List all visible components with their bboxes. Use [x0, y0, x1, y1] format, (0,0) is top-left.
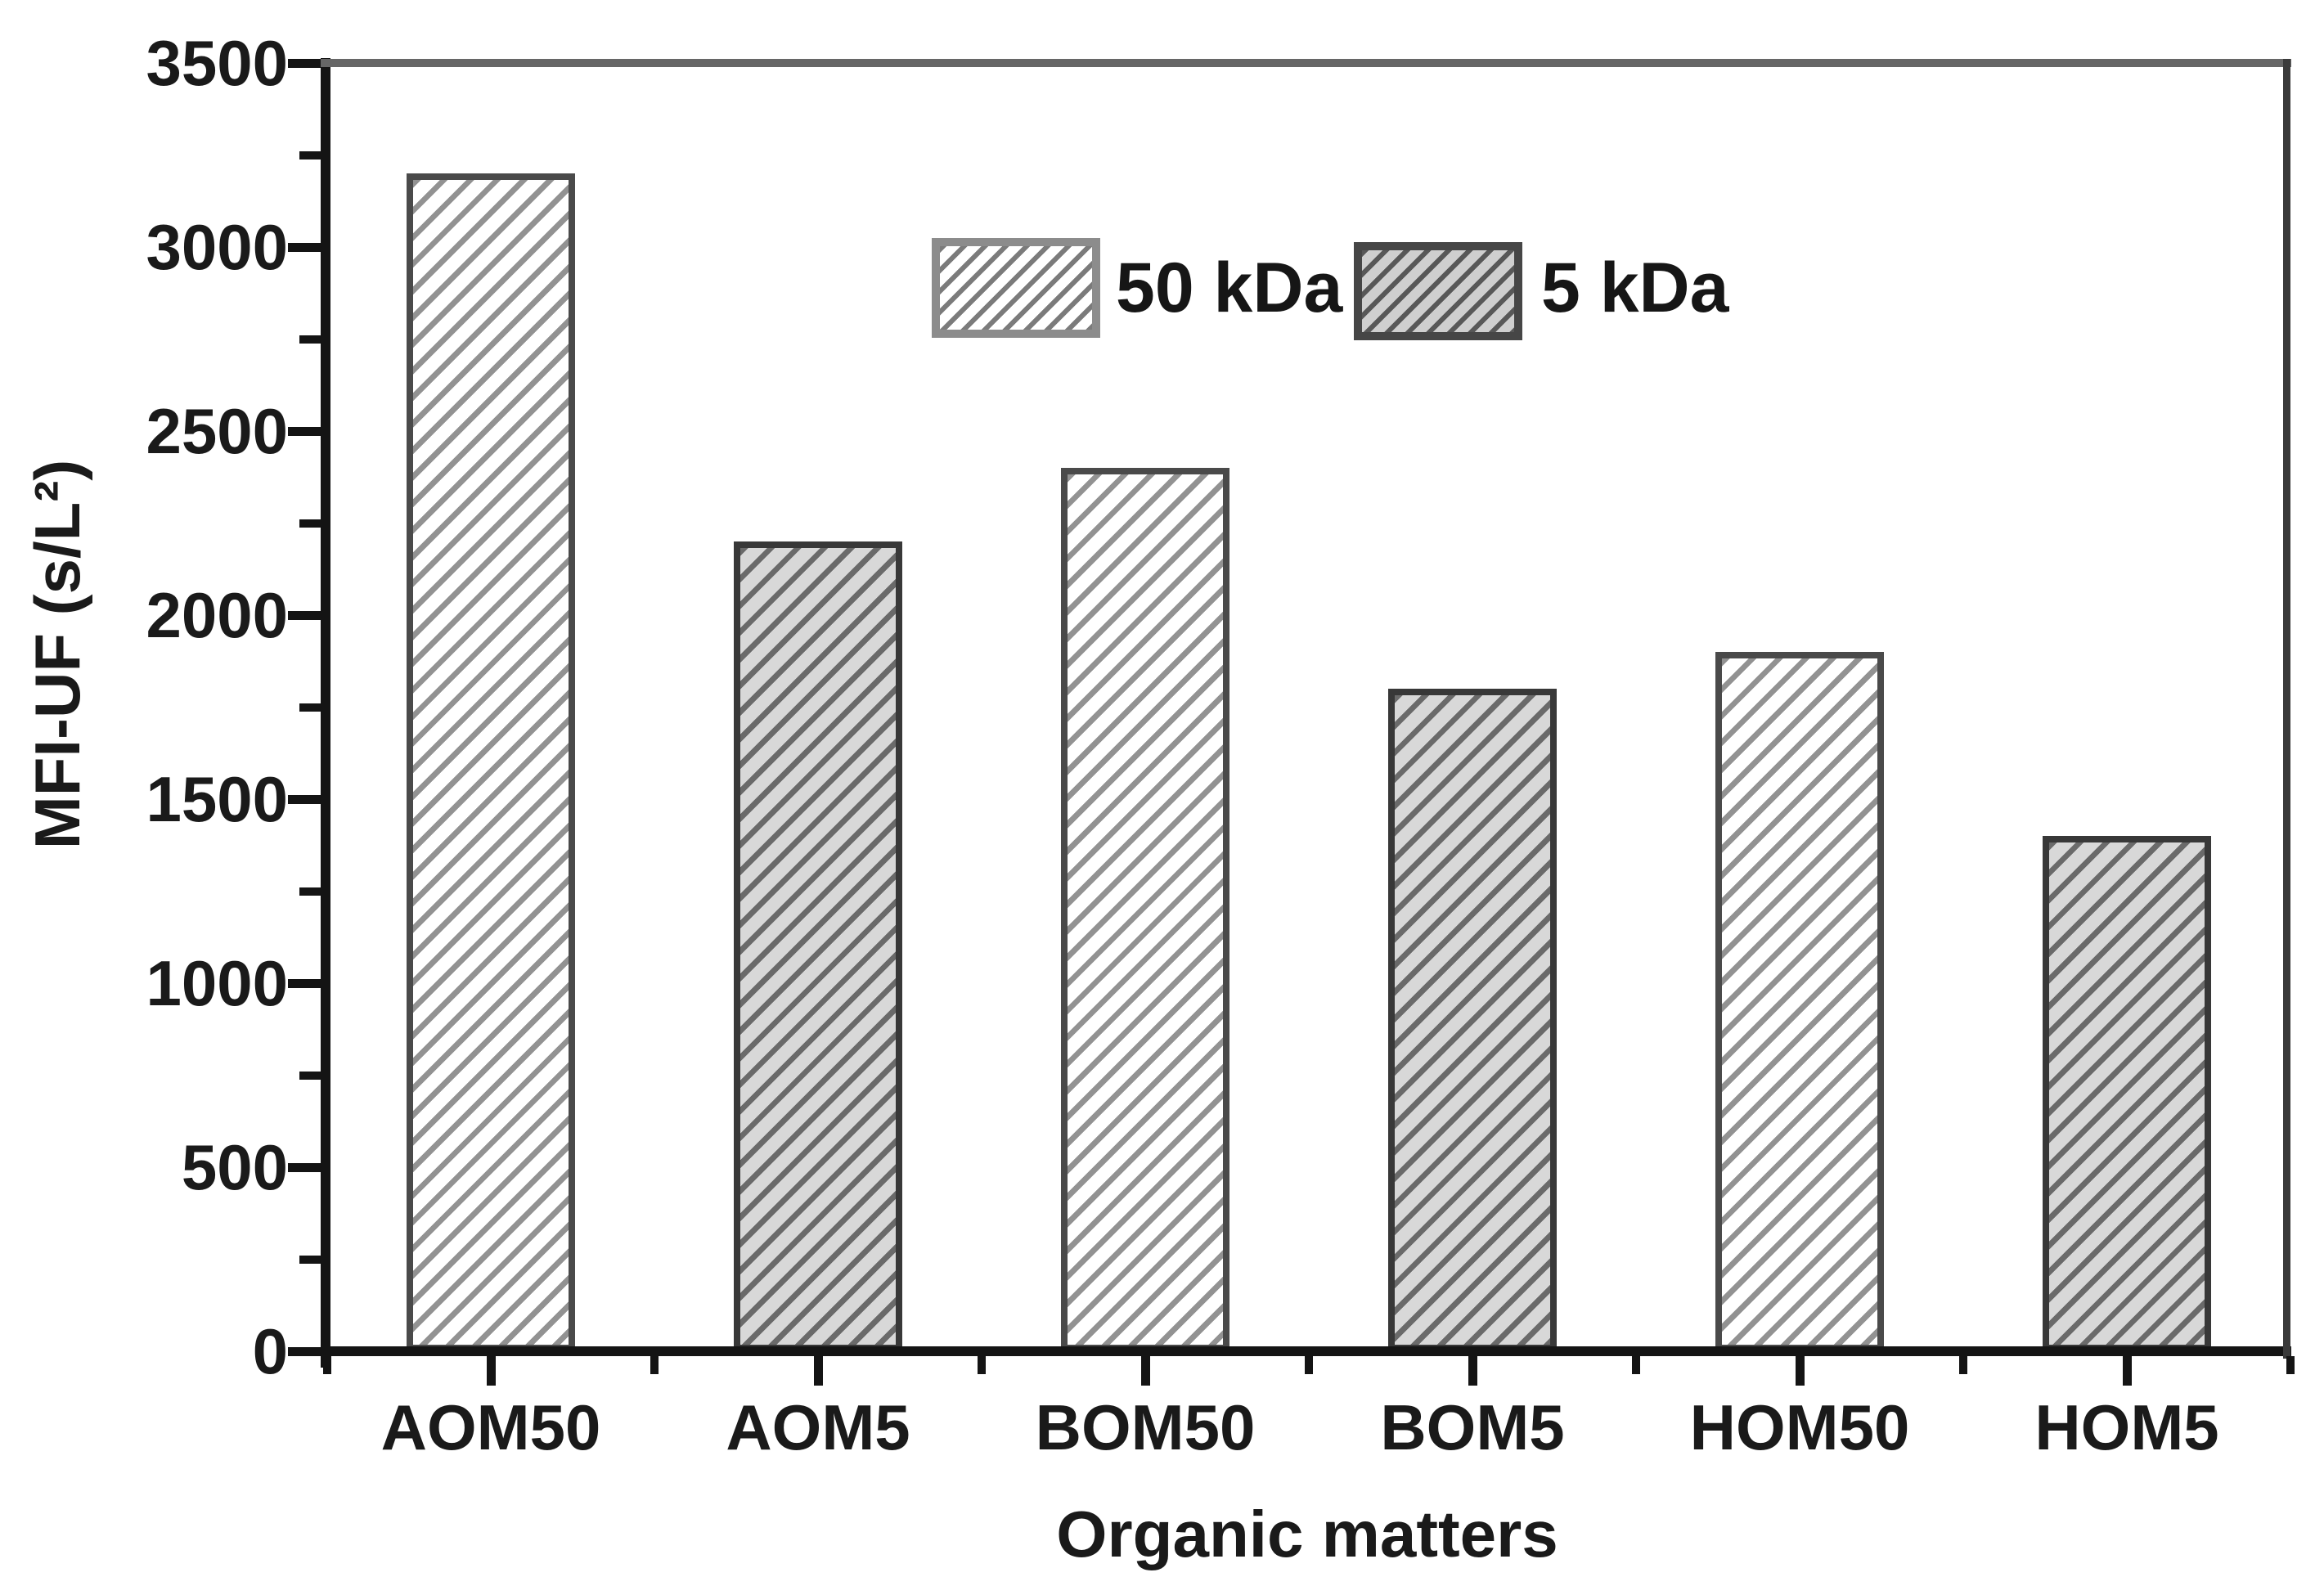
- x-tick-label: AOM50: [380, 1391, 601, 1463]
- y-major-tick: [288, 427, 321, 436]
- x-minor-tick: [2286, 1356, 2295, 1374]
- legend-label-5kda: 5 kDa: [1541, 249, 1729, 327]
- y-tick-label: 500: [181, 1131, 288, 1203]
- y-minor-tick: [299, 335, 321, 344]
- bar-bom5: [1388, 689, 1557, 1351]
- x-tick-label: HOM50: [1689, 1391, 1910, 1463]
- y-tick-label: 3500: [146, 27, 288, 99]
- x-axis-title: Organic matters: [1056, 1498, 1558, 1570]
- y-major-tick: [288, 979, 321, 988]
- y-tick-label: 2500: [146, 395, 288, 467]
- legend-swatch-50kda-icon: [932, 238, 1100, 338]
- y-minor-tick: [299, 703, 321, 712]
- right-frame-line: [2283, 59, 2290, 1359]
- y-tick-label: 2000: [146, 579, 288, 651]
- y-major-tick: [288, 1163, 321, 1172]
- y-tick-label: 3000: [146, 211, 288, 283]
- y-axis-line: [321, 58, 330, 1368]
- x-tick-label: BOM50: [1035, 1391, 1256, 1463]
- y-minor-tick: [299, 1256, 321, 1264]
- y-tick-label: 1500: [146, 763, 288, 835]
- y-major-tick: [288, 1347, 321, 1356]
- x-tick-label: BOM5: [1380, 1391, 1565, 1463]
- x-major-tick: [814, 1356, 823, 1386]
- x-axis-line: [321, 1346, 2291, 1356]
- x-minor-tick: [978, 1356, 986, 1374]
- y-tick-label: 1000: [146, 947, 288, 1019]
- x-minor-tick: [323, 1356, 331, 1374]
- x-tick-label: HOM5: [2034, 1391, 2219, 1463]
- y-minor-tick: [299, 887, 321, 896]
- x-major-tick: [1796, 1356, 1805, 1386]
- top-frame-line: [321, 59, 2291, 67]
- legend-label-50kda: 50 kDa: [1116, 249, 1343, 327]
- y-minor-tick: [299, 151, 321, 159]
- x-tick-label: AOM5: [726, 1391, 910, 1463]
- x-major-tick: [487, 1356, 496, 1386]
- y-major-tick: [288, 611, 321, 620]
- y-minor-tick: [299, 519, 321, 528]
- y-axis-title: MFI-UF (s/L²): [21, 459, 93, 850]
- y-minor-tick: [299, 1072, 321, 1080]
- y-major-tick: [288, 795, 321, 804]
- bar-hom5: [2043, 836, 2211, 1351]
- x-minor-tick: [1632, 1356, 1640, 1374]
- x-major-tick: [2123, 1356, 2132, 1386]
- bar-hom50: [1715, 652, 1884, 1351]
- y-major-tick: [288, 59, 321, 68]
- x-major-tick: [1141, 1356, 1150, 1386]
- x-major-tick: [1468, 1356, 1477, 1386]
- y-major-tick: [288, 243, 321, 252]
- x-minor-tick: [650, 1356, 659, 1374]
- x-minor-tick: [1305, 1356, 1313, 1374]
- y-tick-label: 0: [252, 1315, 288, 1387]
- bar-aom50: [407, 173, 575, 1351]
- bar-bom50: [1061, 468, 1229, 1351]
- legend-swatch-5kda-icon: [1354, 242, 1522, 340]
- x-minor-tick: [1959, 1356, 1967, 1374]
- bar-aom5: [734, 541, 902, 1351]
